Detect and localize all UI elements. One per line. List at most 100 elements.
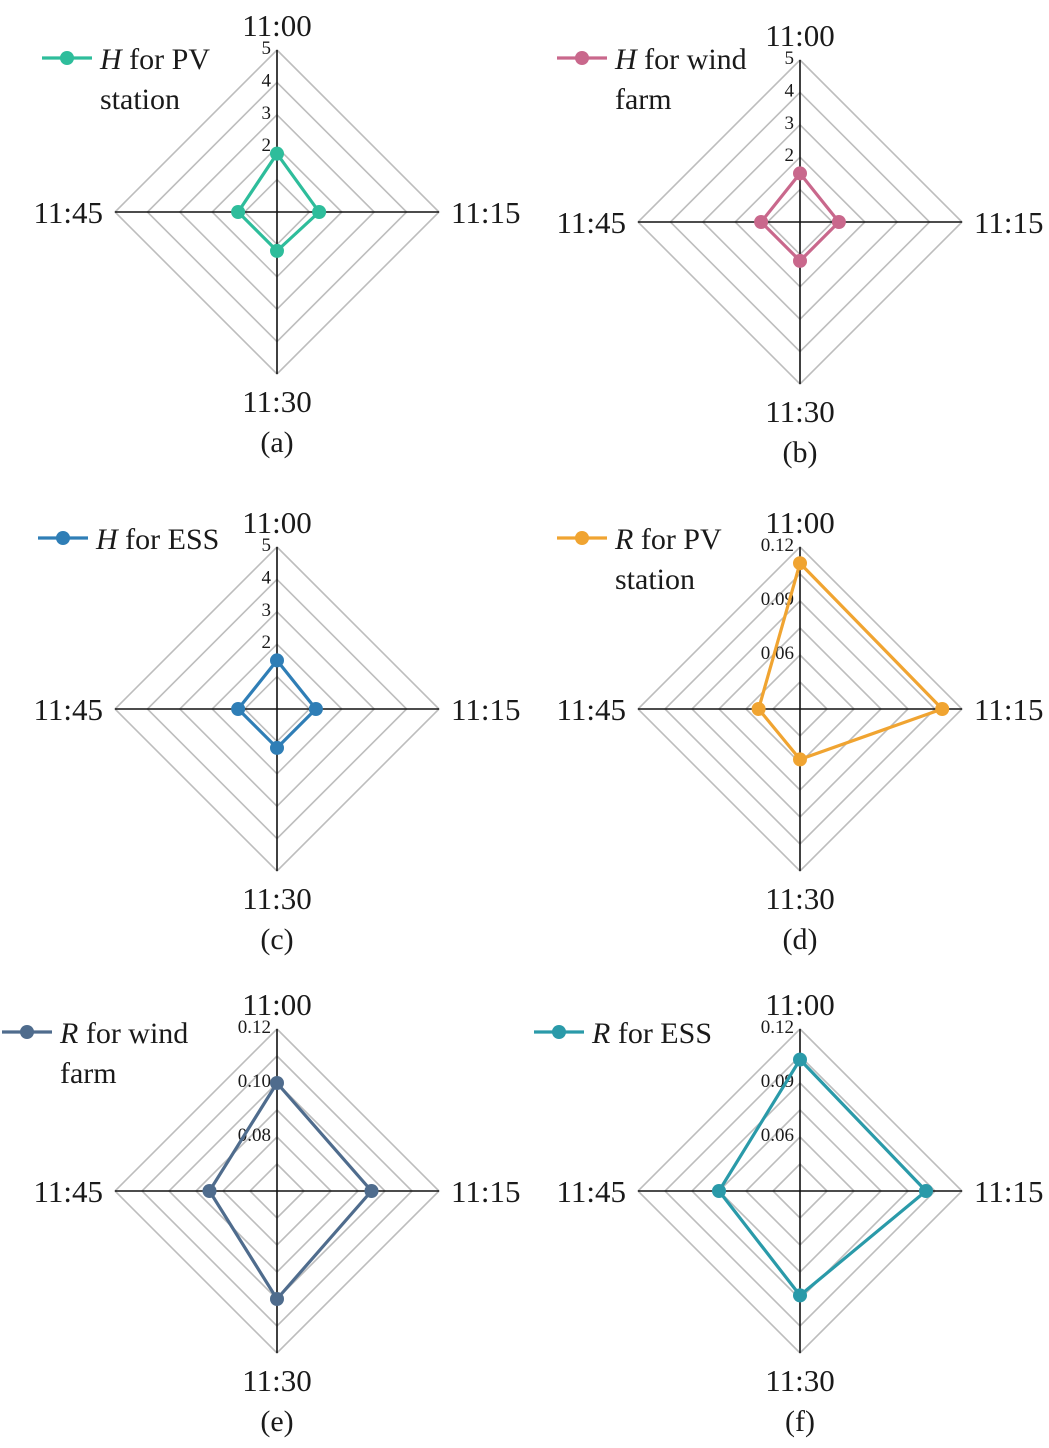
legend-marker	[575, 51, 589, 65]
tick-label: 4	[262, 567, 272, 588]
data-point-1130	[270, 243, 284, 258]
panel-label: (e)	[260, 1405, 293, 1438]
tick-label: 2	[262, 632, 272, 653]
radar-panel-b: 2 3 4 511:00 11:15 11:30 11:45 (b) H for wind far…	[557, 18, 1044, 469]
legend-label-line2: station	[615, 563, 695, 596]
tick-label: 0.12	[238, 1017, 271, 1038]
axis-label-1115: 11:15	[451, 195, 520, 230]
axis-label-1145: 11:45	[34, 692, 103, 727]
data-point-1145	[712, 1184, 726, 1198]
panel-label: (c)	[260, 923, 293, 956]
legend-marker	[20, 1025, 34, 1039]
data-point-1115	[364, 1184, 379, 1198]
tick-label: 3	[262, 103, 272, 124]
panel-label: (f)	[785, 1405, 815, 1438]
axis-label-1100: 11:00	[242, 8, 311, 43]
axis-label-1130: 11:30	[765, 881, 834, 916]
legend: R for wind farm	[2, 1017, 188, 1090]
data-point-1115	[919, 1184, 933, 1198]
axis-label-1130: 11:30	[765, 394, 834, 429]
legend-label: H for wind	[614, 43, 747, 76]
data-point-1100	[270, 653, 284, 668]
data-point-1145	[231, 205, 246, 219]
legend: R for PV station	[557, 523, 722, 596]
panel-label: (b)	[783, 436, 818, 469]
legend-label: R for PV	[614, 523, 722, 556]
tick-label: 0.12	[761, 1017, 794, 1038]
axis-label-1145: 11:45	[557, 205, 626, 240]
legend-marker	[56, 531, 70, 545]
data-point-1115	[935, 702, 950, 716]
axis-label-1130: 11:30	[242, 384, 311, 419]
axis-label-1130: 11:30	[765, 1363, 834, 1398]
legend-marker	[575, 531, 589, 545]
data-point-1100	[793, 166, 807, 181]
tick-label: 0.10	[238, 1071, 271, 1092]
tick-label: 5	[785, 48, 795, 69]
data-point-1130	[793, 253, 807, 268]
axis-label-1145: 11:45	[34, 195, 103, 230]
legend-label-line2: farm	[60, 1057, 117, 1090]
series-line	[236, 152, 321, 253]
legend-label: R for ESS	[591, 1017, 712, 1050]
legend-label-line2: farm	[615, 83, 672, 116]
data-point-1145	[751, 702, 766, 716]
legend: R for ESS	[534, 1017, 712, 1050]
tick-label: 0.06	[761, 1125, 794, 1146]
legend: H for ESS	[38, 523, 219, 556]
tick-label: 5	[262, 38, 272, 59]
axis-label-1115: 11:15	[974, 205, 1043, 240]
data-point-1130	[793, 1288, 807, 1303]
tick-label: 5	[262, 535, 272, 556]
data-point-1115	[831, 215, 846, 229]
axis-label-1100: 11:00	[765, 18, 834, 53]
axis-label-1100: 11:00	[765, 987, 834, 1022]
axis-label-1115: 11:15	[974, 692, 1043, 727]
tick-label: 4	[262, 70, 272, 91]
panel-label: (a)	[260, 426, 293, 459]
data-point-1130	[793, 752, 807, 767]
data-point-1115	[308, 702, 323, 716]
legend-marker	[60, 51, 74, 65]
legend-label: H for PV	[99, 43, 210, 76]
legend-label-line2: station	[100, 83, 180, 116]
tick-label: 0.09	[761, 1071, 794, 1092]
data-point-1130	[270, 1292, 284, 1306]
axis-label-1100: 11:00	[765, 505, 834, 540]
tick-label: 0.06	[761, 643, 794, 664]
tick-label: 0.09	[761, 589, 794, 610]
data-point-1145	[202, 1184, 217, 1198]
axis-label-1145: 11:45	[557, 1174, 626, 1209]
data-point-1100	[793, 556, 807, 571]
panel-label: (d)	[783, 923, 818, 956]
legend-label: R for wind	[59, 1017, 188, 1050]
axis-label-1130: 11:30	[242, 881, 311, 916]
axis-label-1100: 11:00	[242, 505, 311, 540]
data-point-1130	[270, 740, 284, 755]
tick-label: 0.12	[761, 535, 794, 556]
tick-label: 2	[262, 135, 272, 156]
data-point-1100	[793, 1052, 807, 1067]
tick-label: 3	[262, 600, 272, 621]
radar-panel-a: 2 3 4 511:00 11:15 11:30 11:45 (a) H for PV stati…	[34, 8, 521, 459]
radar-panel-c: 2 3 4 511:00 11:15 11:30 11:45 (c) H for ESS	[34, 505, 521, 956]
legend: H for wind farm	[557, 43, 747, 116]
axis-label-1100: 11:00	[242, 987, 311, 1022]
axis-label-1145: 11:45	[557, 692, 626, 727]
axis-label-1115: 11:15	[451, 1174, 520, 1209]
data-point-1100	[270, 1076, 284, 1090]
axis-label-1115: 11:15	[451, 692, 520, 727]
legend-marker	[552, 1025, 566, 1039]
tick-label: 2	[785, 145, 795, 166]
data-point-1115	[312, 205, 327, 219]
data-point-1145	[754, 215, 769, 229]
tick-label: 4	[785, 80, 795, 101]
axis-label-1130: 11:30	[242, 1363, 311, 1398]
legend-label: H for ESS	[95, 523, 219, 556]
axis-label-1145: 11:45	[34, 1174, 103, 1209]
data-point-1100	[270, 146, 284, 161]
